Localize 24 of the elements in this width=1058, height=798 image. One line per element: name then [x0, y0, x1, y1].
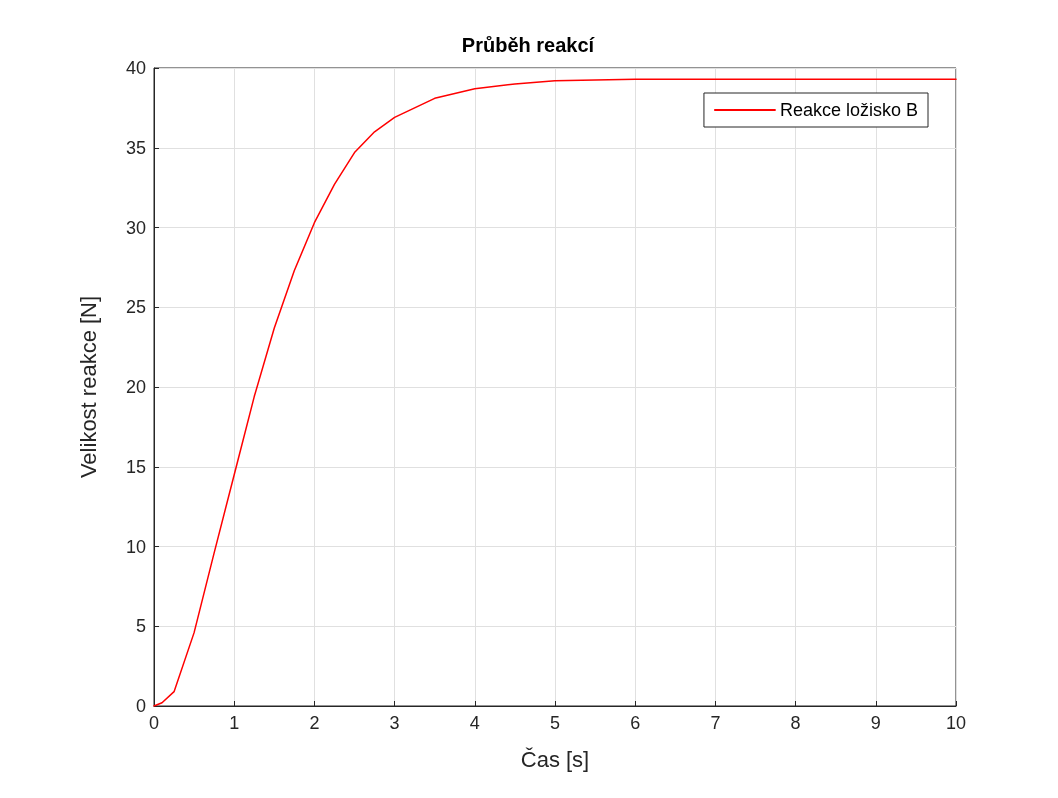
x-tick-label: 8: [790, 713, 801, 733]
y-axis-title: Velikost reakce [N]: [75, 295, 101, 479]
x-tick-label: 5: [549, 713, 561, 733]
y-tick-label: 40: [125, 58, 146, 78]
legend-label: Reakce ložisko B: [779, 100, 918, 120]
x-tick-label: 7: [710, 713, 721, 733]
x-tick-label: 10: [945, 713, 967, 733]
x-axis-title: Čas [s]: [520, 746, 590, 772]
x-tick-label: 0: [148, 713, 160, 733]
y-tick-label: 20: [125, 377, 146, 397]
y-tick-label: 30: [125, 217, 146, 238]
y-tick-label: 15: [125, 456, 146, 477]
x-tick-label: 1: [229, 713, 240, 733]
x-tick-label: 3: [389, 713, 400, 733]
chart-title: Průběh reakcí: [461, 34, 596, 56]
y-tick-label: 5: [135, 616, 146, 637]
x-tick-label: 2: [309, 713, 320, 733]
x-tick-label: 4: [469, 713, 480, 733]
y-tick-label: 0: [135, 696, 146, 716]
y-tick-label: 25: [125, 297, 146, 318]
y-tick-label: 35: [125, 137, 146, 158]
x-tick-label: 9: [870, 713, 881, 733]
y-tick-label: 10: [125, 536, 146, 557]
x-tick-label: 6: [630, 713, 641, 733]
